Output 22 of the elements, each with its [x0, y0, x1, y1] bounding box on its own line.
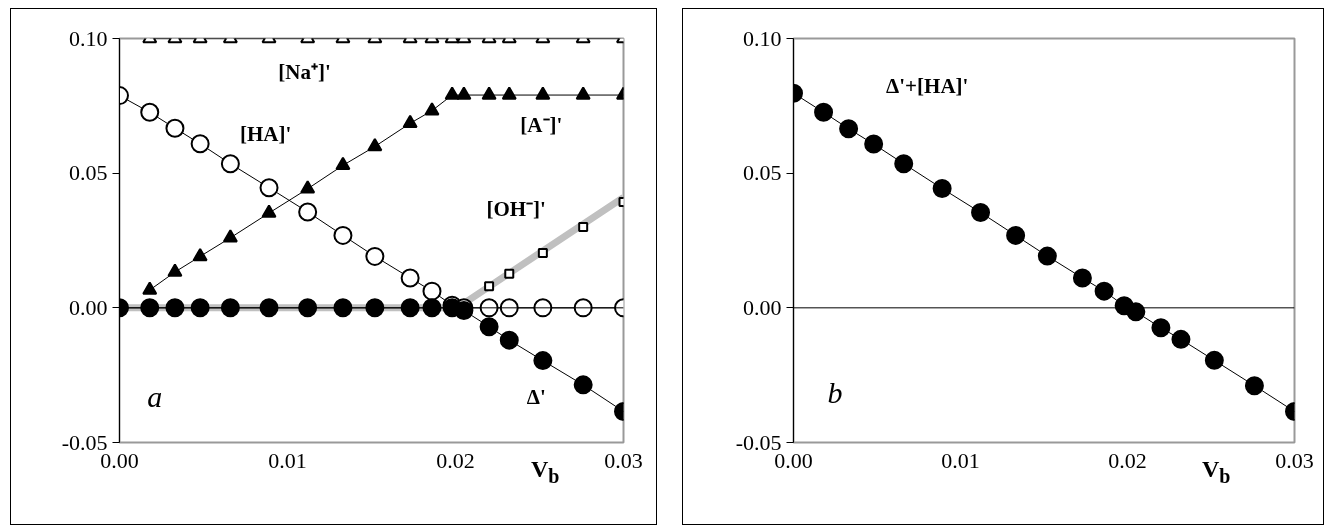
y-tick-label: 0.00 — [69, 294, 108, 320]
annotation: a — [147, 380, 163, 414]
x-axis-title: V$_{b}$ — [1202, 455, 1231, 489]
annotation: [OH⁻]' — [486, 196, 546, 221]
annotation: Δ' — [526, 384, 546, 409]
x-tick-label: 0.02 — [436, 447, 475, 473]
annotation: Δ'+[HA]' — [886, 74, 969, 99]
y-tick-label: 0.05 — [69, 160, 108, 186]
annotation: [HA]' — [240, 122, 292, 147]
x-tick-label: 0.01 — [268, 447, 307, 473]
annotation: [Na⁺]' — [278, 60, 331, 85]
x-tick-label: 0.03 — [604, 447, 643, 473]
x-tick-label: 0.02 — [1108, 447, 1147, 473]
y-tick-label: 0.10 — [69, 25, 108, 51]
y-tick-label: 0.10 — [743, 25, 782, 51]
y-tick-label: 0.00 — [743, 294, 782, 320]
annotation: b — [827, 376, 843, 410]
x-axis-title: V$_{b}$ — [531, 455, 560, 489]
x-tick-label: 0.03 — [1275, 447, 1314, 473]
y-tick-label: 0.05 — [743, 160, 782, 186]
x-tick-label: 0.01 — [941, 447, 980, 473]
annotation: [A⁻]' — [520, 113, 563, 138]
